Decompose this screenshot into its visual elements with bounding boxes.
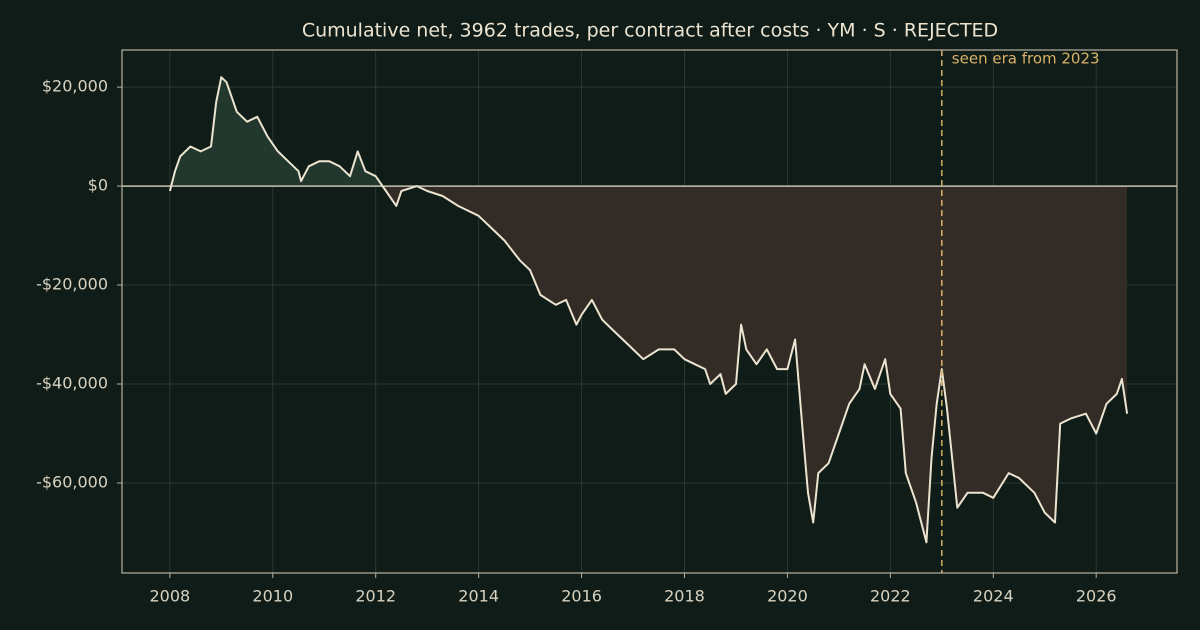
line	[168, 76, 1129, 544]
x-tick-label: 2020	[767, 587, 808, 606]
y-tick-label: -$60,000	[36, 472, 108, 491]
y-tick-label: $20,000	[42, 77, 108, 96]
era-label: seen era from 2023	[952, 50, 1100, 68]
x-tick-label: 2026	[1076, 587, 1117, 606]
y-tick-label: -$20,000	[36, 275, 108, 294]
chart-title: Cumulative net, 3962 trades, per contrac…	[302, 20, 998, 42]
x-tick-label: 2016	[561, 587, 602, 606]
area-negative	[169, 186, 1128, 543]
y-tick-label: $0	[88, 176, 108, 195]
x-tick-label: 2022	[870, 587, 911, 606]
plot-frame	[121, 49, 1178, 574]
x-tick-label: 2014	[458, 587, 499, 606]
y-tick-label: -$40,000	[36, 373, 108, 392]
x-tick-label: 2008	[150, 587, 191, 606]
x-tick-label: 2024	[973, 587, 1014, 606]
x-tick-label: 2012	[355, 587, 396, 606]
x-tick-label: 2018	[664, 587, 705, 606]
x-tick-label: 2010	[252, 587, 293, 606]
area-positive	[169, 77, 1128, 187]
